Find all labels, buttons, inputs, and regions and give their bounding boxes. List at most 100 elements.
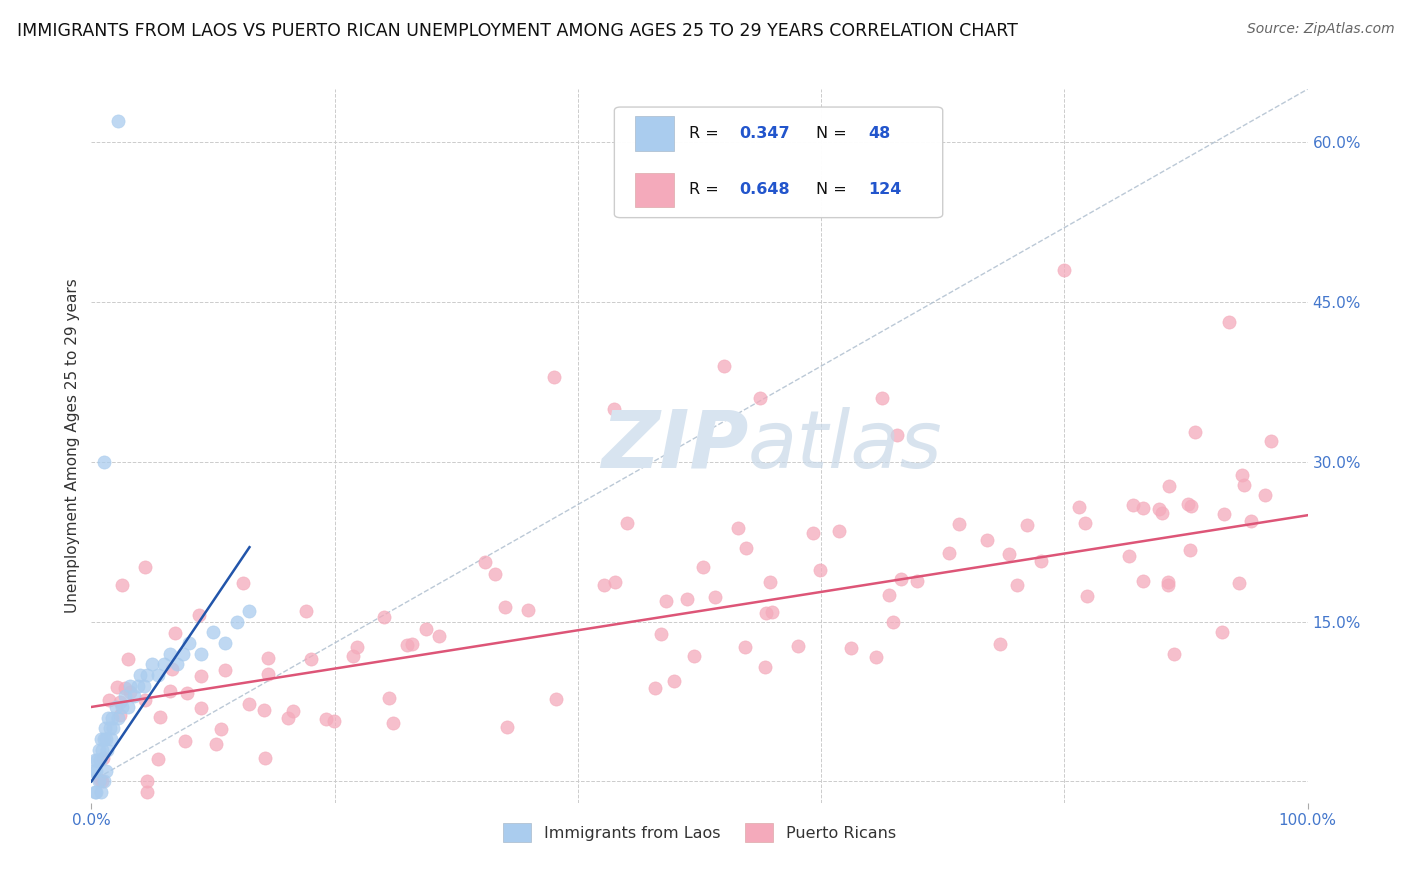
Point xyxy=(209,723,232,737)
Text: IMMIGRANTS FROM LAOS VS PUERTO RICAN UNEMPLOYMENT AMONG AGES 25 TO 29 YEARS CORR: IMMIGRANTS FROM LAOS VS PUERTO RICAN UNE… xyxy=(17,22,1018,40)
Point xyxy=(1157,575,1180,590)
Text: ZIP: ZIP xyxy=(600,407,748,485)
Point xyxy=(83,764,105,778)
Point xyxy=(117,652,139,666)
Point xyxy=(91,751,114,765)
Point xyxy=(644,681,666,696)
Point xyxy=(1157,577,1180,591)
Point xyxy=(90,731,112,746)
Point xyxy=(495,720,517,734)
Point xyxy=(107,710,129,724)
Point xyxy=(882,615,904,629)
Point xyxy=(96,742,118,756)
Point xyxy=(166,657,188,672)
Point xyxy=(1053,263,1076,277)
Point xyxy=(160,662,183,676)
Point xyxy=(120,679,142,693)
Point xyxy=(415,622,437,636)
Point xyxy=(93,455,115,469)
Legend: Immigrants from Laos, Puerto Ricans: Immigrants from Laos, Puerto Ricans xyxy=(496,817,903,848)
Point xyxy=(976,533,998,548)
Point xyxy=(190,647,212,661)
Point xyxy=(136,773,159,788)
Point xyxy=(517,603,540,617)
Point xyxy=(101,710,124,724)
Point xyxy=(93,774,115,789)
Point xyxy=(839,641,862,656)
Point xyxy=(1147,501,1170,516)
Point xyxy=(1260,434,1282,448)
Point xyxy=(592,577,614,591)
Text: Source: ZipAtlas.com: Source: ZipAtlas.com xyxy=(1247,22,1395,37)
Point xyxy=(257,650,280,665)
Point xyxy=(174,733,197,747)
Point xyxy=(148,751,170,765)
Point xyxy=(373,610,395,624)
Point xyxy=(315,712,337,726)
Point xyxy=(1211,625,1233,640)
Text: N =: N = xyxy=(817,182,852,197)
Point xyxy=(703,591,725,605)
FancyBboxPatch shape xyxy=(614,107,942,218)
Point xyxy=(675,592,697,607)
Point xyxy=(94,731,117,746)
Point xyxy=(603,401,626,416)
Point xyxy=(786,639,808,653)
Point xyxy=(120,684,142,698)
Point xyxy=(87,742,110,756)
Point xyxy=(103,721,125,735)
Point xyxy=(1017,517,1039,532)
Point xyxy=(870,391,893,405)
Point xyxy=(226,615,249,629)
Point xyxy=(256,666,278,681)
Point xyxy=(1122,498,1144,512)
Text: 0.347: 0.347 xyxy=(740,126,790,141)
Text: atlas: atlas xyxy=(748,407,943,485)
Point xyxy=(159,684,181,698)
Point xyxy=(253,750,276,764)
Point xyxy=(190,701,212,715)
Point xyxy=(134,560,156,574)
Point xyxy=(214,663,236,677)
Point xyxy=(1184,425,1206,439)
Point xyxy=(1180,543,1202,558)
Point xyxy=(188,608,211,623)
Point xyxy=(342,648,364,663)
Point xyxy=(111,700,134,714)
Bar xyxy=(636,173,673,207)
Point xyxy=(1073,516,1095,530)
Point xyxy=(877,588,900,602)
Point xyxy=(1007,578,1029,592)
Point xyxy=(735,541,758,555)
Point xyxy=(114,690,136,704)
Point xyxy=(1177,497,1199,511)
Point xyxy=(1029,554,1052,568)
Point xyxy=(474,556,496,570)
Point xyxy=(153,657,176,672)
Point xyxy=(1157,479,1180,493)
Point xyxy=(84,785,107,799)
Point xyxy=(98,693,121,707)
Point xyxy=(754,660,776,674)
Point xyxy=(90,785,112,799)
Point xyxy=(91,773,114,788)
Text: R =: R = xyxy=(689,182,724,197)
Point xyxy=(141,657,163,672)
Point xyxy=(135,785,157,799)
Point xyxy=(93,731,115,746)
Point xyxy=(1076,589,1098,603)
Point xyxy=(543,369,565,384)
Point xyxy=(148,668,170,682)
Point xyxy=(827,524,849,539)
Point xyxy=(98,721,121,735)
Point xyxy=(1067,500,1090,515)
Point xyxy=(755,606,778,620)
Point xyxy=(94,721,117,735)
Point xyxy=(713,359,735,373)
Point xyxy=(87,774,110,789)
Point xyxy=(886,428,908,442)
Point xyxy=(378,691,401,706)
Point xyxy=(759,574,782,589)
Point xyxy=(177,636,200,650)
Point xyxy=(84,764,107,778)
